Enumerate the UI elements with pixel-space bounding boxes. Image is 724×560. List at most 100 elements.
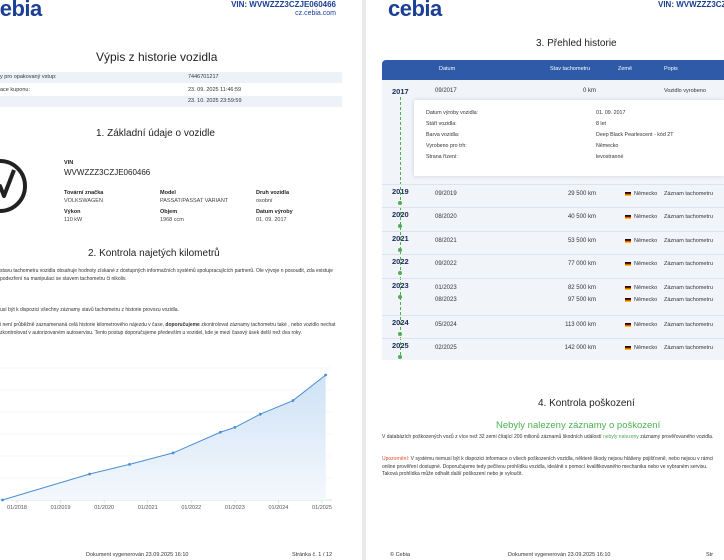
column-header-country: Země — [618, 66, 633, 72]
row-divider — [382, 338, 724, 339]
history-description[interactable]: Záznam tachometru — [664, 214, 713, 220]
history-odometer: 53 500 km — [567, 238, 596, 244]
history-odometer: 29 500 km — [567, 191, 596, 197]
field-value: PASSAT/PASSAT VARIANT — [160, 198, 229, 204]
chart-point — [324, 373, 328, 377]
km-paragraph-3-text: i není průběžně zaznamenaná celá histori… — [0, 322, 166, 328]
page-title: Výpis z historie vozidla — [96, 50, 218, 64]
history-country-label: Německo — [634, 214, 658, 220]
chart-x-tick-label: 01/2020 — [94, 505, 114, 511]
history-odometer: 0 km — [582, 88, 596, 94]
history-description[interactable]: Vozidlo vyrobeno — [664, 88, 706, 94]
cebia-logo: cebia — [0, 0, 42, 21]
timeline-dot — [398, 224, 402, 228]
history-country: Německo — [625, 297, 657, 303]
volkswagen-logo-icon — [0, 159, 27, 213]
history-country-label: Německo — [634, 191, 658, 197]
history-description[interactable]: Záznam tachometru — [664, 238, 713, 244]
history-country-label: Německo — [634, 285, 658, 291]
history-country: Německo — [625, 214, 657, 220]
timeline-dot — [398, 271, 402, 275]
field-label: Objem — [160, 209, 178, 215]
damage-text: V systému nemusí být k dispozici informa… — [382, 456, 714, 477]
history-year: 2022 — [392, 257, 409, 266]
history-country-label: Německo — [634, 345, 658, 351]
history-date: 02/2025 — [435, 345, 457, 351]
history-date: 08/2023 — [435, 297, 457, 303]
field-label: Model — [160, 190, 176, 196]
field-label: Datum výroby — [256, 209, 293, 215]
history-date: 09/2022 — [435, 261, 457, 267]
history-description[interactable]: Záznam tachometru — [664, 345, 713, 351]
field-value: 110 kW — [64, 217, 83, 223]
row-divider — [382, 207, 724, 208]
germany-flag-icon — [625, 345, 631, 350]
row-divider — [382, 254, 724, 255]
field-value: 01. 09. 2017 — [256, 217, 287, 223]
detail-label: Stáří vozidla: — [426, 121, 457, 127]
km-paragraph-1: stavu tachometru vozidla obsahuje hodnot… — [0, 268, 333, 282]
history-country-label: Německo — [634, 322, 658, 328]
timeline-dot — [398, 248, 402, 252]
history-year: 2017 — [392, 87, 409, 96]
history-description[interactable]: Záznam tachometru — [664, 261, 713, 267]
history-country: Německo — [625, 285, 657, 291]
footer-page-number: Str — [706, 552, 714, 558]
section-damage-title: 4. Kontrola poškození — [538, 398, 635, 409]
chart-x-tick-label: 01/2025 — [312, 505, 332, 511]
germany-flag-icon — [625, 285, 631, 290]
detail-value: 8 let — [596, 121, 607, 127]
history-year: 2023 — [392, 281, 409, 290]
chart-point — [88, 472, 92, 476]
chart-x-tick-label: 01/2022 — [181, 505, 201, 511]
history-date: 08/2021 — [435, 238, 457, 244]
footer-generated: Dokument vygenerován 23.09.2025 16:10 — [508, 552, 611, 558]
timeline-dot — [398, 295, 402, 299]
damage-text-highlight: nebyly nalezeny — [602, 434, 639, 440]
field-value: osobní — [256, 198, 273, 204]
field-label: Tovární značka — [64, 190, 104, 196]
damage-paragraph-1: V databázích poškozených vozů z více než… — [382, 434, 724, 442]
info-row-stripe — [0, 72, 342, 83]
footer-generated: Dokument vygenerován 23.09.2025 16:10 — [86, 552, 189, 558]
damage-text: V databázích poškozených vozů z více než… — [382, 434, 603, 440]
history-description[interactable]: Záznam tachometru — [664, 322, 713, 328]
damage-headline: Nebyly nalezeny záznamy o poškození — [496, 420, 661, 431]
km-paragraph-3: i není průběžně zaznamenaná celá histori… — [0, 322, 346, 337]
km-paragraph-3-text: zkontrolovat záznamy tachometru také , n… — [0, 322, 336, 336]
field-value: 1968 ccm — [160, 217, 184, 223]
history-country-label: Německo — [634, 238, 658, 244]
row-divider — [382, 315, 724, 316]
footer-page-number: Stránka č. 1 / 12 — [292, 552, 333, 558]
vin-value: WVWZZZ3CZJE060466 — [64, 168, 151, 177]
history-date: 09/2019 — [435, 191, 457, 197]
detail-value: 01. 09. 2017 — [596, 110, 626, 116]
germany-flag-icon — [625, 297, 631, 302]
history-odometer: 97 500 km — [567, 297, 596, 303]
history-odometer: 40 500 km — [567, 214, 596, 220]
km-paragraph-2: usí být k dispozici všechny záznamy stav… — [0, 307, 179, 313]
timeline-dot — [398, 332, 402, 336]
detail-label: Vyrobeno pro trh: — [426, 143, 467, 149]
chart-point — [291, 399, 295, 402]
chart-point — [218, 430, 222, 434]
history-description[interactable]: Záznam tachometru — [664, 297, 713, 303]
history-year: 2021 — [392, 234, 409, 243]
history-table-header — [382, 60, 724, 80]
vin-label: VIN — [64, 160, 74, 166]
detail-value: Deep Black Pearlescent - kód 2T — [596, 132, 674, 138]
field-label: Druh vozidla — [256, 190, 290, 196]
history-description[interactable]: Záznam tachometru — [664, 191, 713, 197]
header-vin: VIN: WVWZZZ3CZJE060466 — [231, 0, 336, 9]
info-row-label: ace kuponu: — [0, 87, 30, 93]
field-value: VOLKSWAGEN — [64, 198, 103, 204]
history-year: 2019 — [392, 187, 409, 196]
km-paragraph-3-bold: doporučujeme — [165, 322, 200, 328]
damage-paragraph-2: Upozornění: V systému nemusí být k dispo… — [382, 456, 724, 479]
column-header-date: Datum — [439, 66, 456, 72]
history-description[interactable]: Záznam tachometru — [664, 285, 713, 291]
history-odometer: 77 000 km — [567, 261, 596, 267]
info-row-value: 23. 09. 2025 11:46:59 — [188, 87, 242, 93]
row-divider — [382, 184, 724, 185]
damage-text: záznamy prověřovaného vozidla. — [638, 434, 714, 440]
